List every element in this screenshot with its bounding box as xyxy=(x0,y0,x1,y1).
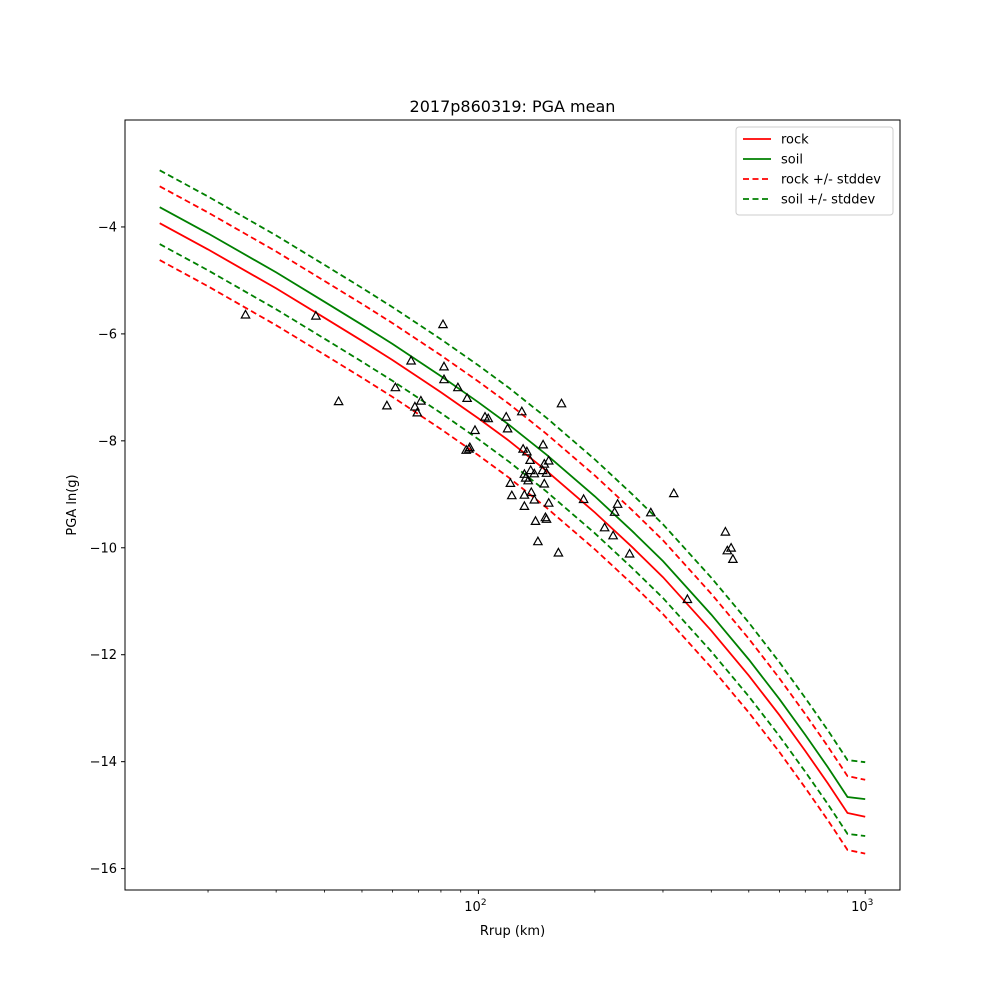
plot-area xyxy=(159,169,866,855)
legend-label: soil xyxy=(781,153,803,168)
observation-marker xyxy=(607,530,619,540)
observation-marker xyxy=(645,507,657,517)
observation-marker xyxy=(517,443,529,453)
legend-label: rock xyxy=(781,133,809,148)
observation-marker xyxy=(522,474,534,485)
legend-label: soil +/- stddev xyxy=(781,193,876,208)
observation-marker xyxy=(578,493,589,504)
observation-marker xyxy=(521,446,533,456)
legend-label: rock +/- stddev xyxy=(781,173,881,188)
observation-marker xyxy=(529,494,540,504)
y-tick-label: −6 xyxy=(98,327,117,342)
observation-marker xyxy=(500,411,512,421)
observation-marker xyxy=(720,526,731,536)
plot-content xyxy=(159,169,866,855)
y-tick-label: −10 xyxy=(90,541,117,556)
observation-marker xyxy=(506,489,518,500)
x-axis-label: Rrup (km) xyxy=(480,924,545,939)
legend-box xyxy=(735,126,894,216)
observation-marker xyxy=(452,381,464,392)
observation-marker xyxy=(524,454,536,464)
series-soil-line xyxy=(159,206,866,800)
observation-marker xyxy=(543,497,554,507)
observation-marker xyxy=(612,498,623,508)
x-tick-label: 102 xyxy=(464,898,486,915)
observation-marker xyxy=(541,513,552,523)
observation-marker xyxy=(530,515,541,525)
y-tick-label: −8 xyxy=(98,434,117,449)
observation-marker xyxy=(469,424,481,435)
observation-marker xyxy=(437,318,449,329)
observation-marker xyxy=(461,392,473,402)
observation-marker xyxy=(624,548,635,558)
observation-marker xyxy=(310,310,322,320)
observation-marker xyxy=(438,361,450,371)
observation-marker xyxy=(526,486,537,497)
observation-marker xyxy=(529,468,540,478)
y-tick-label: −14 xyxy=(90,755,117,770)
observation-marker xyxy=(409,401,421,411)
y-tick-label: −16 xyxy=(90,862,117,877)
observation-marker xyxy=(412,407,423,417)
observation-marker xyxy=(539,478,550,488)
observation-marker xyxy=(390,381,401,392)
observation-marker xyxy=(438,373,450,384)
x-tick-label: 103 xyxy=(851,898,873,915)
y-tick-label: −4 xyxy=(98,220,117,235)
series-rock-line xyxy=(159,222,866,818)
observation-marker xyxy=(553,547,564,557)
observation-marker xyxy=(599,522,610,532)
observation-marker xyxy=(541,467,552,477)
observation-marker xyxy=(482,412,494,423)
observation-marker xyxy=(516,405,528,416)
observation-marker xyxy=(460,444,472,454)
y-tick-label: −12 xyxy=(90,648,117,663)
observation-marker xyxy=(543,455,554,465)
observation-marker xyxy=(415,395,427,405)
observation-marker xyxy=(682,593,693,604)
observation-marker xyxy=(505,477,516,487)
observation-marker xyxy=(525,464,536,475)
observation-marker xyxy=(668,487,680,498)
observation-marker xyxy=(502,423,513,433)
observation-marker xyxy=(519,500,530,510)
observation-marker xyxy=(722,545,733,555)
y-axis-label: PGA ln(g) xyxy=(65,474,80,535)
observation-marker xyxy=(727,553,739,563)
observation-marker xyxy=(725,542,737,552)
observation-marker xyxy=(519,489,530,499)
observation-marker xyxy=(556,397,567,408)
observation-marker xyxy=(240,309,251,319)
axes: −4 −6 −8 −10 −12 −14 −16 102 103 xyxy=(90,119,901,915)
chart-title: 2017p860319: PGA mean xyxy=(410,97,616,116)
legend: rock soil rock +/- stddev soil +/- stddev xyxy=(735,126,894,216)
observation-marker xyxy=(405,355,417,365)
observation-marker xyxy=(537,439,549,449)
axes-frame xyxy=(124,119,901,891)
observation-marker xyxy=(464,441,476,452)
observation-marker xyxy=(532,535,544,546)
observation-marker xyxy=(333,395,344,406)
observation-marker xyxy=(381,400,393,410)
observation-marker xyxy=(537,464,548,475)
observation-marker xyxy=(609,506,620,516)
